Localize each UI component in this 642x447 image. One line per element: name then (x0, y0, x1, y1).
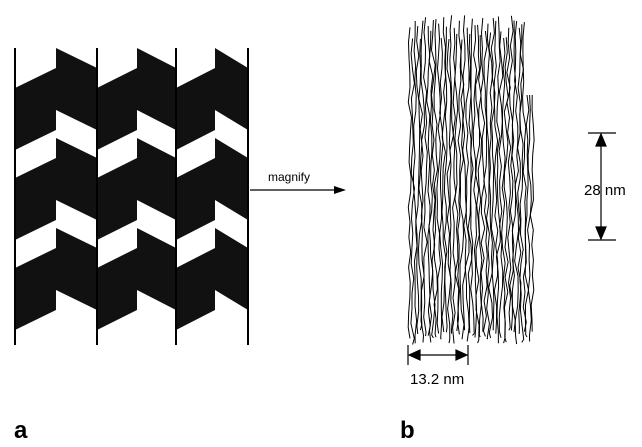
chain-line (421, 21, 424, 343)
lamella (137, 228, 176, 310)
chain-line (427, 26, 431, 336)
chain-lines (408, 15, 534, 344)
figure: magnify 28 nm 13.2 nm a b (0, 0, 642, 447)
chain-line (455, 34, 459, 331)
lamella (215, 228, 248, 310)
lamella (56, 228, 97, 310)
lamella (15, 158, 56, 240)
chain-line (424, 17, 428, 336)
chain-line (416, 26, 420, 334)
magnify-label: magnify (268, 170, 310, 184)
lamella (176, 68, 215, 150)
lamella (97, 158, 137, 240)
chain-line (478, 35, 482, 337)
chain-line (523, 22, 527, 332)
lamella (215, 48, 248, 130)
chain-line (463, 15, 467, 330)
lamella (97, 248, 137, 330)
chain-line (473, 25, 476, 337)
width-dimension (408, 345, 468, 365)
lamella (15, 248, 56, 330)
lamella (137, 138, 176, 220)
chain-line (510, 16, 514, 331)
lamella (97, 68, 137, 150)
chain-line (408, 27, 411, 338)
height-label: 28 nm (584, 182, 626, 199)
lamella (56, 138, 97, 220)
lamella (176, 248, 215, 330)
chain-line (484, 31, 488, 336)
panel-label: b (400, 417, 415, 444)
chain-line (489, 33, 493, 338)
folded-lamellae (15, 48, 248, 345)
width-label: 13.2 nm (410, 371, 464, 388)
arrow-head (334, 186, 346, 194)
lamella (176, 158, 215, 240)
chain-line (432, 20, 436, 338)
chain-line (530, 95, 534, 332)
chain-line (437, 24, 441, 334)
panel-label: a (14, 417, 28, 444)
lamella (15, 68, 56, 150)
lamella (137, 48, 176, 130)
lamella (56, 48, 97, 130)
lamella (215, 138, 248, 220)
